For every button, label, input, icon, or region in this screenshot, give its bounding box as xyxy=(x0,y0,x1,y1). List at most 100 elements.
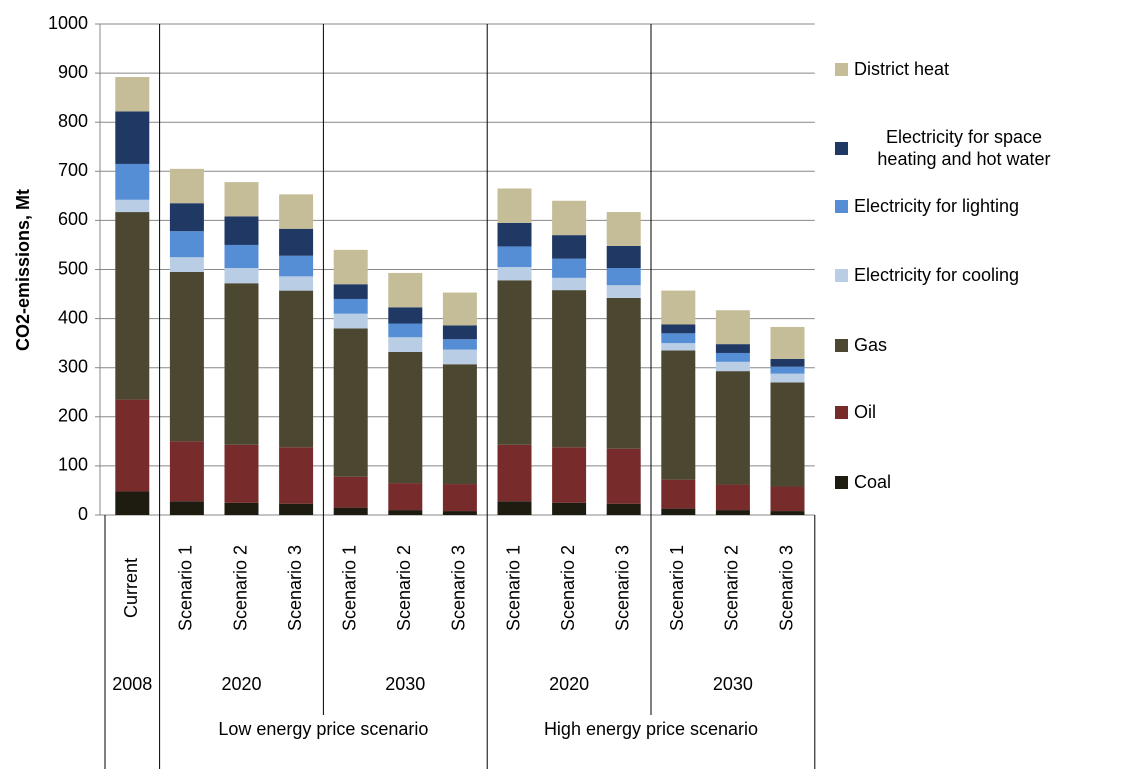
bar-segment xyxy=(715,361,750,372)
bar-segment xyxy=(497,267,532,281)
bar-segment xyxy=(224,502,259,515)
bar-segment xyxy=(770,326,805,359)
y-tick-label: 1000 xyxy=(48,13,88,33)
legend-label: Electricity for cooling xyxy=(854,265,1020,285)
y-axis-title: CO2-emissions, Mt xyxy=(13,189,33,351)
bar-segment xyxy=(661,343,696,351)
y-tick-label: 400 xyxy=(58,307,88,327)
bar-segment xyxy=(388,323,423,338)
legend-swatch xyxy=(835,475,848,489)
bar-segment xyxy=(279,255,314,277)
bar-segment xyxy=(442,484,477,512)
legend-label: Oil xyxy=(854,402,876,422)
bar-segment xyxy=(661,324,696,334)
bar-segment xyxy=(279,447,314,504)
legend-entry: Electricity for cooling xyxy=(835,253,1125,297)
legend-swatch xyxy=(835,268,848,282)
bar-segment xyxy=(497,222,532,247)
legend-entry: Oil xyxy=(835,390,1125,434)
bar-segment xyxy=(770,366,805,374)
bar-segment xyxy=(442,325,477,340)
x-tick-label: Scenario 1 xyxy=(667,545,687,631)
legend-entry: Gas xyxy=(835,323,1125,367)
subgroup-label: 2020 xyxy=(221,674,261,694)
legend-entry: District heat xyxy=(835,47,1125,91)
bar-segment xyxy=(552,447,587,503)
bar-segment xyxy=(115,163,150,200)
bar-segment xyxy=(552,200,587,236)
y-tick-label: 600 xyxy=(58,209,88,229)
bar-segment xyxy=(333,507,368,515)
bar-segment xyxy=(715,484,750,511)
x-tick-label: Scenario 3 xyxy=(285,545,305,631)
bar-segment xyxy=(388,272,423,308)
legend-label: Electricity for space heating and hot wa… xyxy=(877,127,1051,169)
legend-swatch xyxy=(835,141,848,155)
bar-segment xyxy=(770,511,805,515)
bar-segment xyxy=(169,231,204,258)
bar-segment xyxy=(661,508,696,515)
bar-segment xyxy=(115,111,150,164)
y-tick-label: 100 xyxy=(58,455,88,475)
y-tick-label: 500 xyxy=(58,258,88,278)
bar-segment xyxy=(388,351,423,484)
x-tick-label: Scenario 2 xyxy=(230,545,250,631)
bar-segment xyxy=(661,333,696,344)
x-tick-label: Scenario 1 xyxy=(176,545,196,631)
bar-segment xyxy=(169,257,204,272)
bar-segment xyxy=(552,277,587,291)
bar-segment xyxy=(606,268,641,286)
y-tick-label: 800 xyxy=(58,111,88,131)
bar-segment xyxy=(442,364,477,485)
bar-segment xyxy=(333,313,368,329)
legend-entry: Electricity for space heating and hot wa… xyxy=(835,126,1125,170)
legend-swatch xyxy=(835,338,848,352)
bar-segment xyxy=(279,194,314,229)
x-tick-label: Scenario 2 xyxy=(722,545,742,631)
bar-segment xyxy=(115,399,150,492)
bar-segment xyxy=(606,297,641,449)
bar-segment xyxy=(169,501,204,515)
bar-segment xyxy=(388,510,423,515)
bar-segment xyxy=(224,182,259,217)
bar-segment xyxy=(770,382,805,487)
legend-swatch xyxy=(835,62,848,76)
x-tick-label: Scenario 2 xyxy=(558,545,578,631)
bar-segment xyxy=(552,235,587,259)
bar-segment xyxy=(115,77,150,112)
bar-segment xyxy=(224,283,259,445)
bar-segment xyxy=(497,246,532,268)
x-tick-label: Scenario 1 xyxy=(339,545,359,631)
bar-segment xyxy=(606,212,641,246)
bar-segment xyxy=(770,373,805,383)
bar-segment xyxy=(606,448,641,504)
bar-segment xyxy=(552,258,587,278)
x-tick-label: Current xyxy=(121,558,141,618)
bar-segment xyxy=(388,307,423,324)
y-tick-label: 200 xyxy=(58,406,88,426)
bar-segment xyxy=(442,349,477,365)
bar-segment xyxy=(606,503,641,515)
bar-segment xyxy=(115,199,150,213)
legend-label: District heat xyxy=(854,59,950,79)
bar-segment xyxy=(169,441,204,502)
bar-segment xyxy=(224,268,259,284)
bar-segment xyxy=(715,310,750,345)
x-tick-label: Scenario 3 xyxy=(449,545,469,631)
legend-swatch xyxy=(835,405,848,419)
bar-segment xyxy=(661,290,696,325)
legend-swatch xyxy=(835,199,848,213)
bar-segment xyxy=(552,502,587,515)
bar-segment xyxy=(552,290,587,448)
y-tick-label: 300 xyxy=(58,356,88,376)
bar-segment xyxy=(715,510,750,515)
bar-segment xyxy=(497,188,532,223)
subgroup-label: 2030 xyxy=(713,674,753,694)
bar-segment xyxy=(715,371,750,485)
bar-segment xyxy=(169,168,204,204)
bar-segment xyxy=(333,249,368,285)
bar-segment xyxy=(497,501,532,515)
bar-segment xyxy=(388,337,423,352)
bar-segment xyxy=(279,276,314,291)
bar-segment xyxy=(388,483,423,511)
